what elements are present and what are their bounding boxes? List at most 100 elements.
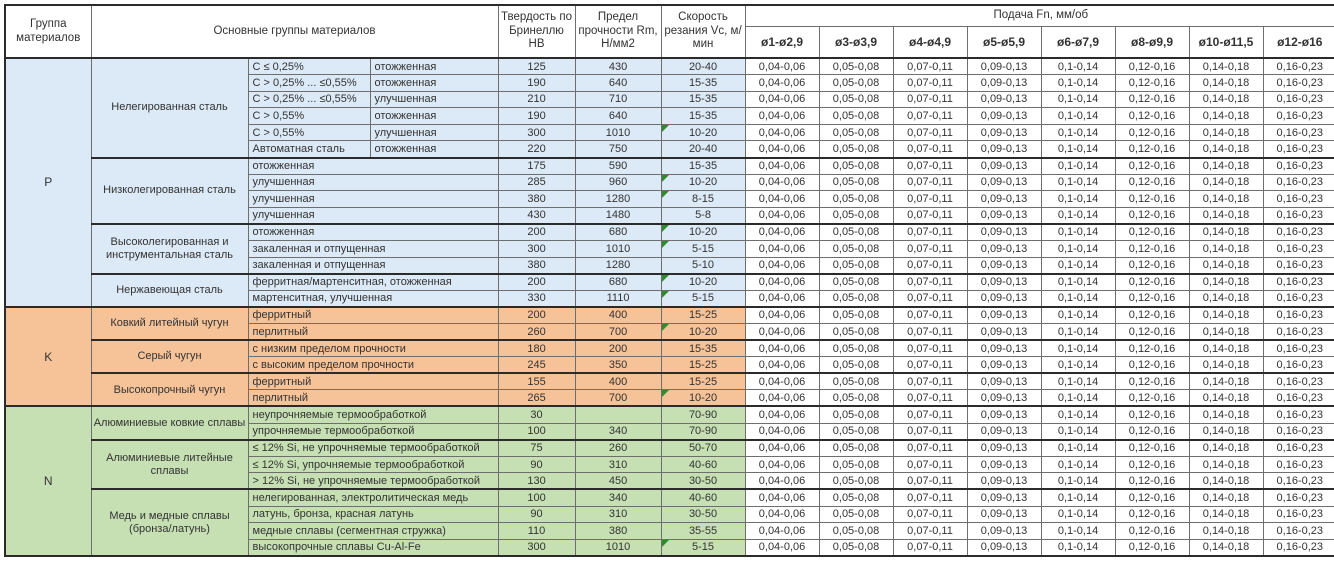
feed-cell: 0,05-0,08: [818, 505, 894, 524]
feed-cell: 0,09-0,13: [966, 140, 1042, 159]
rm-cell: 700: [574, 389, 662, 407]
feed-cell: 0,07-0,11: [892, 190, 968, 208]
cutting-data-table: Группа материалов Основные группы матери…: [4, 4, 1334, 557]
table-row: N Алюминиевые ковкие сплавы неупрочняемые …: [4, 405, 1334, 557]
feed-cell: 0,09-0,13: [966, 289, 1042, 308]
feed-cell: 0,16-0,23: [1262, 389, 1334, 407]
feed-cell: 0,16-0,23: [1262, 206, 1334, 225]
vc-cell: 20-40: [660, 140, 746, 159]
hb-cell: 90: [497, 455, 576, 474]
feed-cell: 0,12-0,16: [1114, 455, 1190, 474]
feed-cell: 0,12-0,16: [1114, 305, 1190, 324]
feed-cell: 0,07-0,11: [892, 422, 968, 441]
feed-cell: 0,16-0,23: [1262, 57, 1334, 76]
feed-cell: 0,16-0,23: [1262, 438, 1334, 457]
feed-cell: 0,09-0,13: [966, 488, 1042, 507]
feed-cell: 0,05-0,08: [818, 140, 894, 159]
feed-cell: 0,05-0,08: [818, 272, 894, 291]
feed-cell: 0,09-0,13: [966, 405, 1042, 424]
feed-cell: 0,12-0,16: [1114, 488, 1190, 507]
feed-cell: 0,14-0,18: [1188, 190, 1264, 208]
feed-cell: 0,07-0,11: [892, 472, 968, 490]
material-cell: отожженная: [247, 156, 499, 175]
table-row: закаленная и отпущенная 300 1010 5-15 0,04-0…: [5, 240, 1334, 258]
feed-cell: 0,14-0,18: [1188, 156, 1264, 175]
condition-cell: улучшенная: [369, 123, 499, 142]
material-cell: C > 0,55%: [247, 123, 371, 142]
material-cell: перлитный: [247, 323, 499, 341]
feed-cell: 0,04-0,06: [744, 123, 820, 142]
table-row: Низколегированная сталь отожженная 175 590 1…: [5, 156, 1334, 225]
material-cell: закаленная и отпущенная: [247, 240, 499, 258]
hb-cell: 130: [497, 472, 576, 490]
feed-cell: 0,04-0,06: [744, 140, 820, 159]
feed-cell: 0,16-0,23: [1262, 140, 1334, 159]
vc-cell: 10-20: [660, 222, 746, 242]
table-row: перлитный 265 700 10-20 0,04-0,06 0,05-0,08 0,…: [5, 389, 1334, 407]
feed-cell: 0,1-0,14: [1040, 389, 1116, 407]
feed-cell: 0,12-0,16: [1114, 123, 1190, 142]
feed-cell: 0,09-0,13: [966, 455, 1042, 474]
rm-cell: 400: [574, 372, 662, 391]
table-row: высокопрочные сплавы Cu-Al-Fe 300 1010 5-15…: [5, 538, 1334, 557]
feed-cell: 0,12-0,16: [1114, 156, 1190, 175]
feed-cell: 0,04-0,06: [744, 488, 820, 507]
feed-cell: 0,1-0,14: [1040, 538, 1116, 557]
feed-cell: 0,07-0,11: [892, 438, 968, 457]
hb-cell: 155: [497, 372, 576, 391]
rm-cell: 1480: [574, 206, 662, 225]
feed-cell: 0,07-0,11: [892, 455, 968, 474]
material-cell: с низким пределом прочности: [247, 339, 499, 358]
table-row: Алюминиевые литейные сплавы ≤ 12% Si, не …: [5, 438, 1334, 490]
material-cell: улучшенная: [247, 206, 499, 225]
table-row: C > 0,25% ... ≤0,55% улучшенная 210 710 15-3…: [5, 90, 1334, 109]
feed-cell: 0,07-0,11: [892, 323, 968, 341]
feed-cell: 0,09-0,13: [966, 538, 1042, 557]
feed-cell: 0,04-0,06: [744, 256, 820, 275]
feed-cell: 0,07-0,11: [892, 289, 968, 308]
feed-cell: 0,07-0,11: [892, 90, 968, 109]
error-flag-icon: [662, 175, 669, 182]
header-strength: Предел прочности Rm, Н/мм2: [574, 4, 662, 59]
material-cell: высокопрочные сплавы Cu-Al-Fe: [247, 538, 499, 557]
feed-cell: 0,1-0,14: [1040, 405, 1116, 424]
material-cell: ≤ 12% Si, не упрочняемые термообработкой: [247, 438, 499, 457]
table-row: K Ковкий литейный чугун ферритный 200 400 15-…: [4, 305, 1334, 407]
feed-cell: 0,07-0,11: [892, 538, 968, 557]
rm-cell: 1010: [574, 123, 662, 142]
feed-cell: 0,07-0,11: [892, 74, 968, 92]
header-material-group: Группа материалов: [4, 4, 92, 59]
section-cell: P: [4, 57, 92, 308]
feed-cell: 0,14-0,18: [1188, 90, 1264, 109]
feed-cell: 0,04-0,06: [744, 107, 820, 125]
material-cell: отожженная: [247, 222, 499, 242]
group-cell: Ковкий литейный чугун: [90, 305, 249, 341]
feed-cell: 0,1-0,14: [1040, 206, 1116, 225]
table-row: Серый чугун с низким пределом прочности 18…: [5, 339, 1334, 374]
feed-cell: 0,16-0,23: [1262, 190, 1334, 208]
feed-cell: 0,07-0,11: [892, 107, 968, 125]
feed-cell: 0,05-0,08: [818, 538, 894, 557]
material-cell: неупрочняемые термообработкой: [247, 405, 499, 424]
feed-cell: 0,04-0,06: [744, 272, 820, 291]
error-flag-icon: [662, 191, 669, 199]
vc-cell: 15-35: [660, 107, 746, 125]
feed-cell: 0,16-0,23: [1262, 372, 1334, 391]
vc-cell: 5-15: [660, 289, 746, 308]
feed-cell: 0,16-0,23: [1262, 422, 1334, 441]
vc-cell: 40-60: [660, 455, 746, 474]
group-cell: Нержавеющая сталь: [90, 272, 249, 308]
hb-cell: 75: [497, 438, 576, 457]
feed-cell: 0,16-0,23: [1262, 522, 1334, 540]
feed-cell: 0,16-0,23: [1262, 289, 1334, 308]
feed-cell: 0,1-0,14: [1040, 256, 1116, 275]
feed-cell: 0,1-0,14: [1040, 156, 1116, 175]
feed-cell: 0,05-0,08: [818, 339, 894, 358]
feed-cell: 0,12-0,16: [1114, 140, 1190, 159]
group-cell: Высокопрочный чугун: [90, 372, 249, 407]
feed-cell: 0,09-0,13: [966, 356, 1042, 374]
header-feed-col: ø5-ø5,9: [966, 26, 1042, 59]
table-row: закаленная и отпущенная 380 1280 5-10 0,04-0…: [5, 256, 1334, 275]
header-feed-col: ø12-ø16: [1262, 26, 1334, 59]
material-cell: C > 0,55%: [247, 107, 371, 125]
